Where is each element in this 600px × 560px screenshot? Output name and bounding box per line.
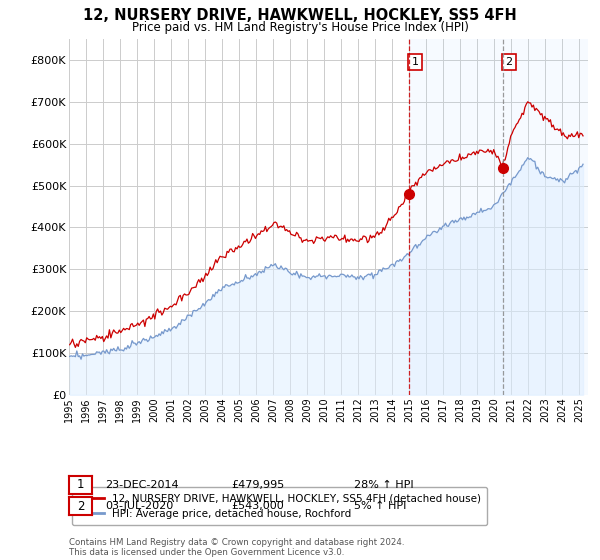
Text: Price paid vs. HM Land Registry's House Price Index (HPI): Price paid vs. HM Land Registry's House … — [131, 21, 469, 34]
Text: £479,995: £479,995 — [231, 480, 284, 490]
Text: 5% ↑ HPI: 5% ↑ HPI — [354, 501, 406, 511]
Text: 23-DEC-2014: 23-DEC-2014 — [105, 480, 179, 490]
Text: 28% ↑ HPI: 28% ↑ HPI — [354, 480, 413, 490]
Text: £543,000: £543,000 — [231, 501, 284, 511]
Text: 2: 2 — [77, 500, 84, 513]
Text: 2: 2 — [505, 57, 512, 67]
Text: 1: 1 — [412, 57, 418, 67]
Text: 12, NURSERY DRIVE, HAWKWELL, HOCKLEY, SS5 4FH: 12, NURSERY DRIVE, HAWKWELL, HOCKLEY, SS… — [83, 8, 517, 24]
Text: 1: 1 — [77, 478, 84, 492]
Bar — [409, 39, 588, 395]
Text: 03-JUL-2020: 03-JUL-2020 — [105, 501, 173, 511]
Legend: 12, NURSERY DRIVE, HAWKWELL, HOCKLEY, SS5 4FH (detached house), HPI: Average pri: 12, NURSERY DRIVE, HAWKWELL, HOCKLEY, SS… — [71, 487, 487, 525]
Text: Contains HM Land Registry data © Crown copyright and database right 2024.
This d: Contains HM Land Registry data © Crown c… — [69, 538, 404, 557]
